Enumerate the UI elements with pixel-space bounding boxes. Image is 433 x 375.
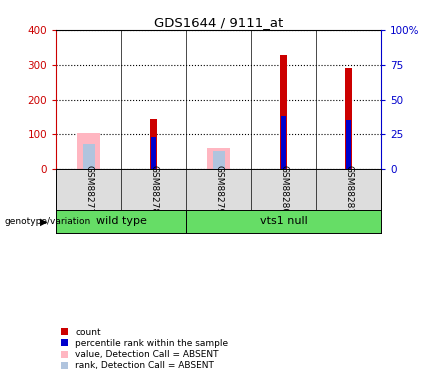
Text: wild type: wild type (96, 216, 147, 226)
Bar (281, 56, 287, 169)
Bar (83, 144, 94, 169)
Bar (207, 148, 230, 169)
Text: GSM88278: GSM88278 (149, 165, 158, 214)
Bar (213, 151, 224, 169)
Text: GSM88277: GSM88277 (84, 165, 93, 214)
Text: genotype/variation: genotype/variation (4, 217, 90, 226)
Text: GSM88279: GSM88279 (214, 165, 223, 214)
Text: vts1 null: vts1 null (260, 216, 307, 226)
Bar (78, 133, 100, 169)
Text: GSM88281: GSM88281 (344, 165, 353, 214)
Text: ▶: ▶ (40, 216, 48, 226)
Bar (151, 137, 156, 169)
Text: GSM88280: GSM88280 (279, 165, 288, 214)
Title: GDS1644 / 9111_at: GDS1644 / 9111_at (154, 16, 283, 29)
Bar (346, 68, 352, 169)
Bar (281, 116, 286, 169)
Bar (151, 120, 157, 169)
Bar (346, 120, 351, 169)
Legend: count, percentile rank within the sample, value, Detection Call = ABSENT, rank, : count, percentile rank within the sample… (61, 328, 228, 370)
